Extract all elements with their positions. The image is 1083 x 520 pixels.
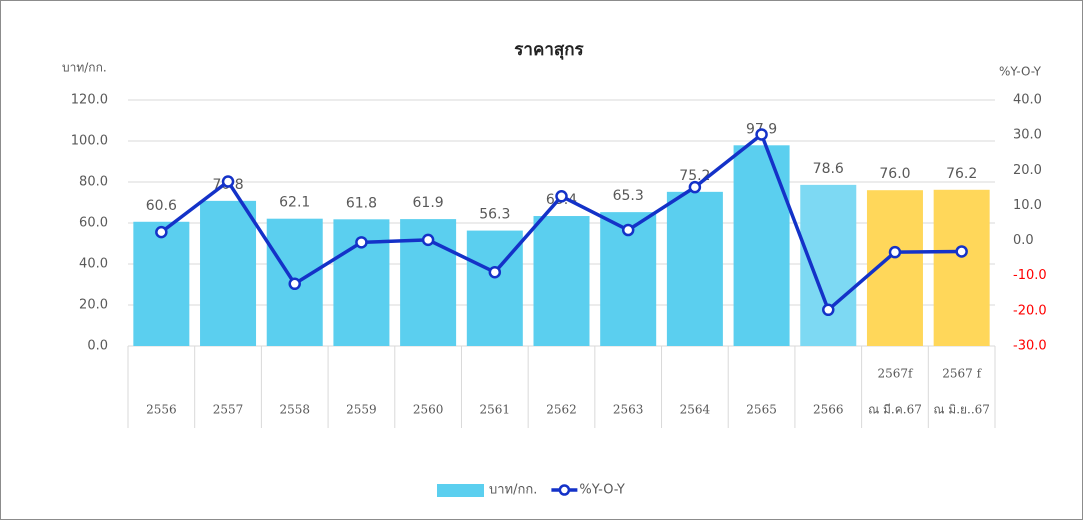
- x-tick-label: 2561: [480, 403, 511, 417]
- line-marker: [488, 265, 502, 279]
- bar: [133, 221, 190, 346]
- line-marker: [822, 303, 835, 317]
- data-label: 76.2: [946, 166, 977, 182]
- data-label: 60.6: [146, 198, 177, 214]
- legend-marker: [558, 484, 571, 496]
- line-marker: [688, 180, 702, 194]
- x-tick-label: 2567 f: [942, 367, 982, 381]
- legend-label: บาท/กก.: [489, 483, 537, 498]
- bar: [533, 216, 590, 346]
- x-tick-label: 2558: [279, 403, 310, 417]
- y-tick-label: 60.0: [79, 216, 108, 231]
- line-marker: [955, 245, 968, 258]
- x-tick-label: ณ มี.ค.67: [868, 403, 922, 417]
- bar: [200, 200, 257, 346]
- chart-title: ราคาสุกร: [514, 40, 584, 60]
- x-tick-label: 2564: [680, 403, 711, 417]
- y2-tick-label: -20.0: [1013, 303, 1047, 318]
- x-tick-label: 2565: [746, 403, 777, 417]
- line-marker: [421, 233, 435, 247]
- line-marker: [621, 223, 635, 237]
- data-label: 65.3: [613, 188, 644, 204]
- legend-swatch: [437, 484, 484, 497]
- y-tick-label: 100.0: [71, 134, 108, 149]
- line-marker: [221, 175, 235, 188]
- bar: [800, 184, 857, 346]
- y2-tick-label: 30.0: [1013, 128, 1042, 143]
- y-tick-label: 120.0: [71, 93, 108, 108]
- x-tick-label: 2563: [613, 403, 644, 417]
- line-marker: [155, 225, 168, 239]
- x-tick-label: 2556: [146, 403, 177, 417]
- data-label: 61.9: [413, 195, 444, 211]
- y-tick-label: 20.0: [79, 298, 108, 313]
- bar: [666, 191, 723, 346]
- data-label: 62.1: [279, 195, 310, 211]
- y-axis-label: บาท/กก.: [62, 61, 107, 75]
- y2-tick-label: -10.0: [1013, 268, 1047, 283]
- y2-tick-label: -30.0: [1013, 339, 1047, 354]
- bar: [733, 145, 790, 346]
- line-marker: [355, 236, 368, 249]
- line-marker: [555, 190, 568, 203]
- legend-label: %Y-O-Y: [579, 483, 625, 498]
- x-tick-label: 2559: [346, 403, 377, 417]
- bar: [933, 189, 990, 346]
- line-marker: [888, 245, 902, 259]
- y2-tick-label: 20.0: [1013, 163, 1042, 178]
- x-tick-label: 2567f: [877, 367, 914, 381]
- x-tick-label: 2557: [213, 403, 244, 417]
- y-tick-label: 80.0: [79, 175, 108, 190]
- x-tick-label: 2562: [546, 403, 577, 417]
- y2-axis-label: %Y-O-Y: [999, 65, 1042, 79]
- y-tick-label: 0.0: [87, 339, 108, 354]
- line-marker: [755, 128, 768, 141]
- data-label: 78.6: [813, 161, 844, 177]
- x-tick-label: 2566: [813, 403, 844, 417]
- y2-tick-label: 0.0: [1013, 233, 1034, 248]
- data-label: 56.3: [479, 207, 510, 223]
- data-label: 76.0: [879, 166, 910, 182]
- line-marker: [288, 277, 301, 291]
- x-tick-label: ณ มิ.ย..67: [933, 403, 990, 417]
- y2-tick-label: 40.0: [1013, 93, 1042, 108]
- y2-tick-label: 10.0: [1013, 198, 1042, 213]
- y-tick-label: 40.0: [79, 257, 108, 272]
- data-label: 61.8: [346, 195, 377, 211]
- x-tick-label: 2560: [413, 403, 444, 417]
